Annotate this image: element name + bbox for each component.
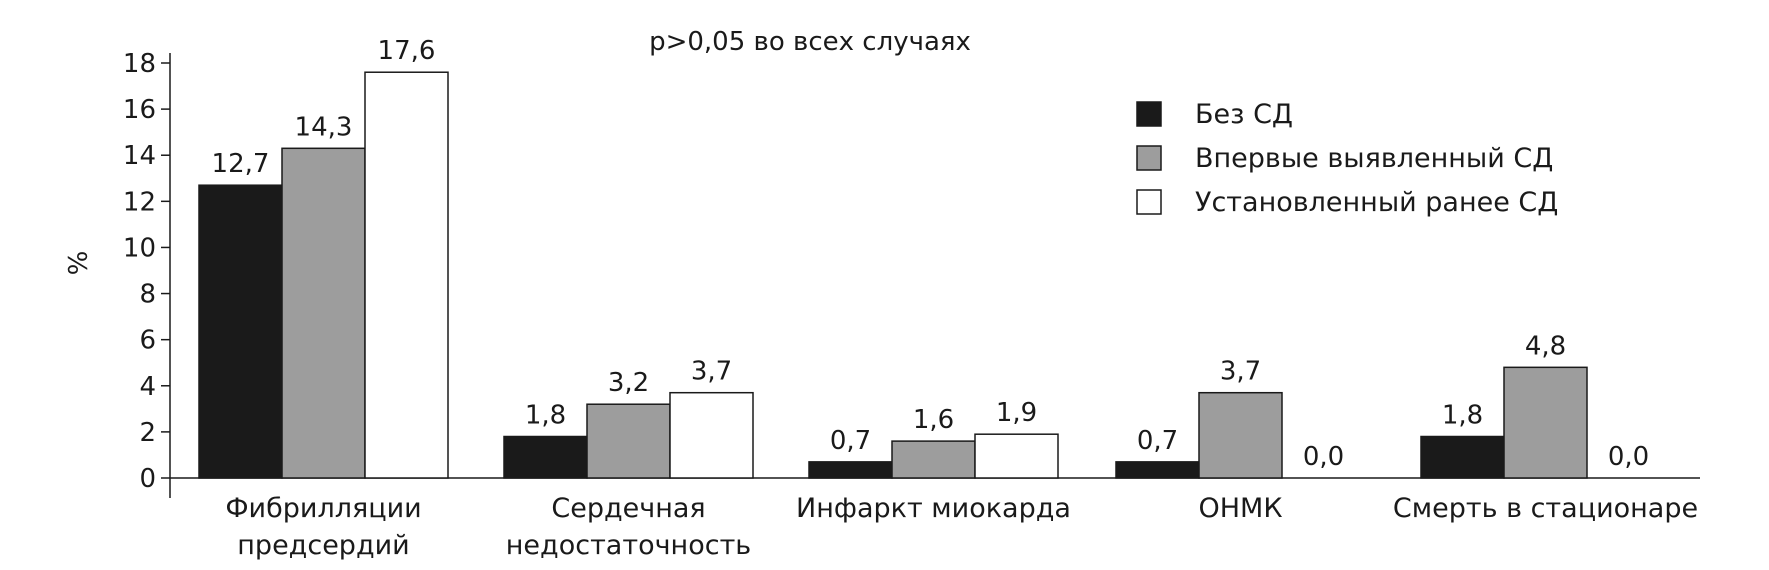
legend-label: Впервые выявленный СД	[1195, 143, 1553, 174]
x-tick-label: предсердий	[237, 530, 409, 561]
y-tick-label: 8	[139, 280, 156, 310]
legend: Без СД Впервые выявленный СД Установленный…	[1136, 99, 1558, 218]
legend-swatch	[1136, 145, 1162, 171]
y-axis-title: %	[61, 251, 91, 276]
legend-swatch	[1136, 101, 1162, 127]
bar	[669, 391, 754, 479]
bar	[281, 147, 366, 479]
data-label: 1,6	[913, 405, 954, 435]
y-tick-label: 16	[123, 95, 156, 125]
bar	[503, 435, 588, 479]
data-label: 17,6	[378, 36, 436, 66]
data-label: 1,9	[996, 398, 1037, 428]
bar	[1420, 435, 1505, 479]
significance-annotation: p>0,05 во всех случаях	[649, 27, 971, 57]
x-tick-label: недостаточность	[506, 530, 751, 561]
data-label: 14,3	[295, 112, 353, 142]
data-label: 0,7	[1137, 426, 1178, 456]
bar	[808, 461, 893, 479]
x-tick-label: ОНМК	[1198, 493, 1282, 524]
bar	[198, 184, 283, 479]
x-tick-label: Инфаркт миокарда	[796, 493, 1071, 524]
bar	[891, 440, 976, 479]
x-tick-label: Фибрилляции	[225, 493, 421, 524]
bar	[1115, 461, 1200, 479]
bar	[586, 403, 671, 479]
legend-label: Установленный ранее СД	[1195, 187, 1558, 218]
legend-label: Без СД	[1195, 99, 1293, 130]
y-tick-label: 18	[123, 49, 156, 79]
category-labels: Фибрилляции предсердий Сердечная недостаточ…	[225, 493, 1698, 561]
bar	[1198, 391, 1283, 479]
y-tick-label: 6	[139, 326, 156, 356]
bar	[974, 433, 1059, 479]
bar	[1503, 366, 1588, 479]
data-label: 12,7	[212, 149, 270, 179]
value-labels: 12,7 1,8 0,7 0,7 1,8 14,3 3,2 1,6 3,7 4,8 17,6 3,7 1…	[212, 36, 1650, 472]
y-tick-label: 4	[139, 372, 156, 402]
y-tick-label: 14	[123, 141, 156, 171]
data-label: 3,2	[608, 368, 649, 398]
data-label: 0,7	[830, 426, 871, 456]
data-label: 3,7	[1220, 357, 1261, 387]
data-label: 0,0	[1608, 442, 1649, 472]
y-tick-label: 10	[123, 233, 156, 263]
x-tick-label: Сердечная	[551, 493, 705, 524]
data-label: 3,7	[691, 357, 732, 387]
y-tick-label: 2	[139, 418, 156, 448]
y-axis: 0 2 4 6 8 10 12 14 16 18	[123, 49, 171, 498]
data-label: 0,0	[1303, 442, 1344, 472]
data-label: 1,8	[525, 401, 566, 431]
legend-swatch	[1136, 189, 1162, 215]
data-label: 1,8	[1442, 401, 1483, 431]
x-tick-label: Смерть в стационаре	[1393, 493, 1698, 524]
y-tick-label: 12	[123, 187, 156, 217]
data-label: 4,8	[1525, 331, 1566, 361]
y-tick-label: 0	[139, 464, 156, 494]
bar	[364, 71, 449, 479]
bars	[198, 71, 1588, 479]
